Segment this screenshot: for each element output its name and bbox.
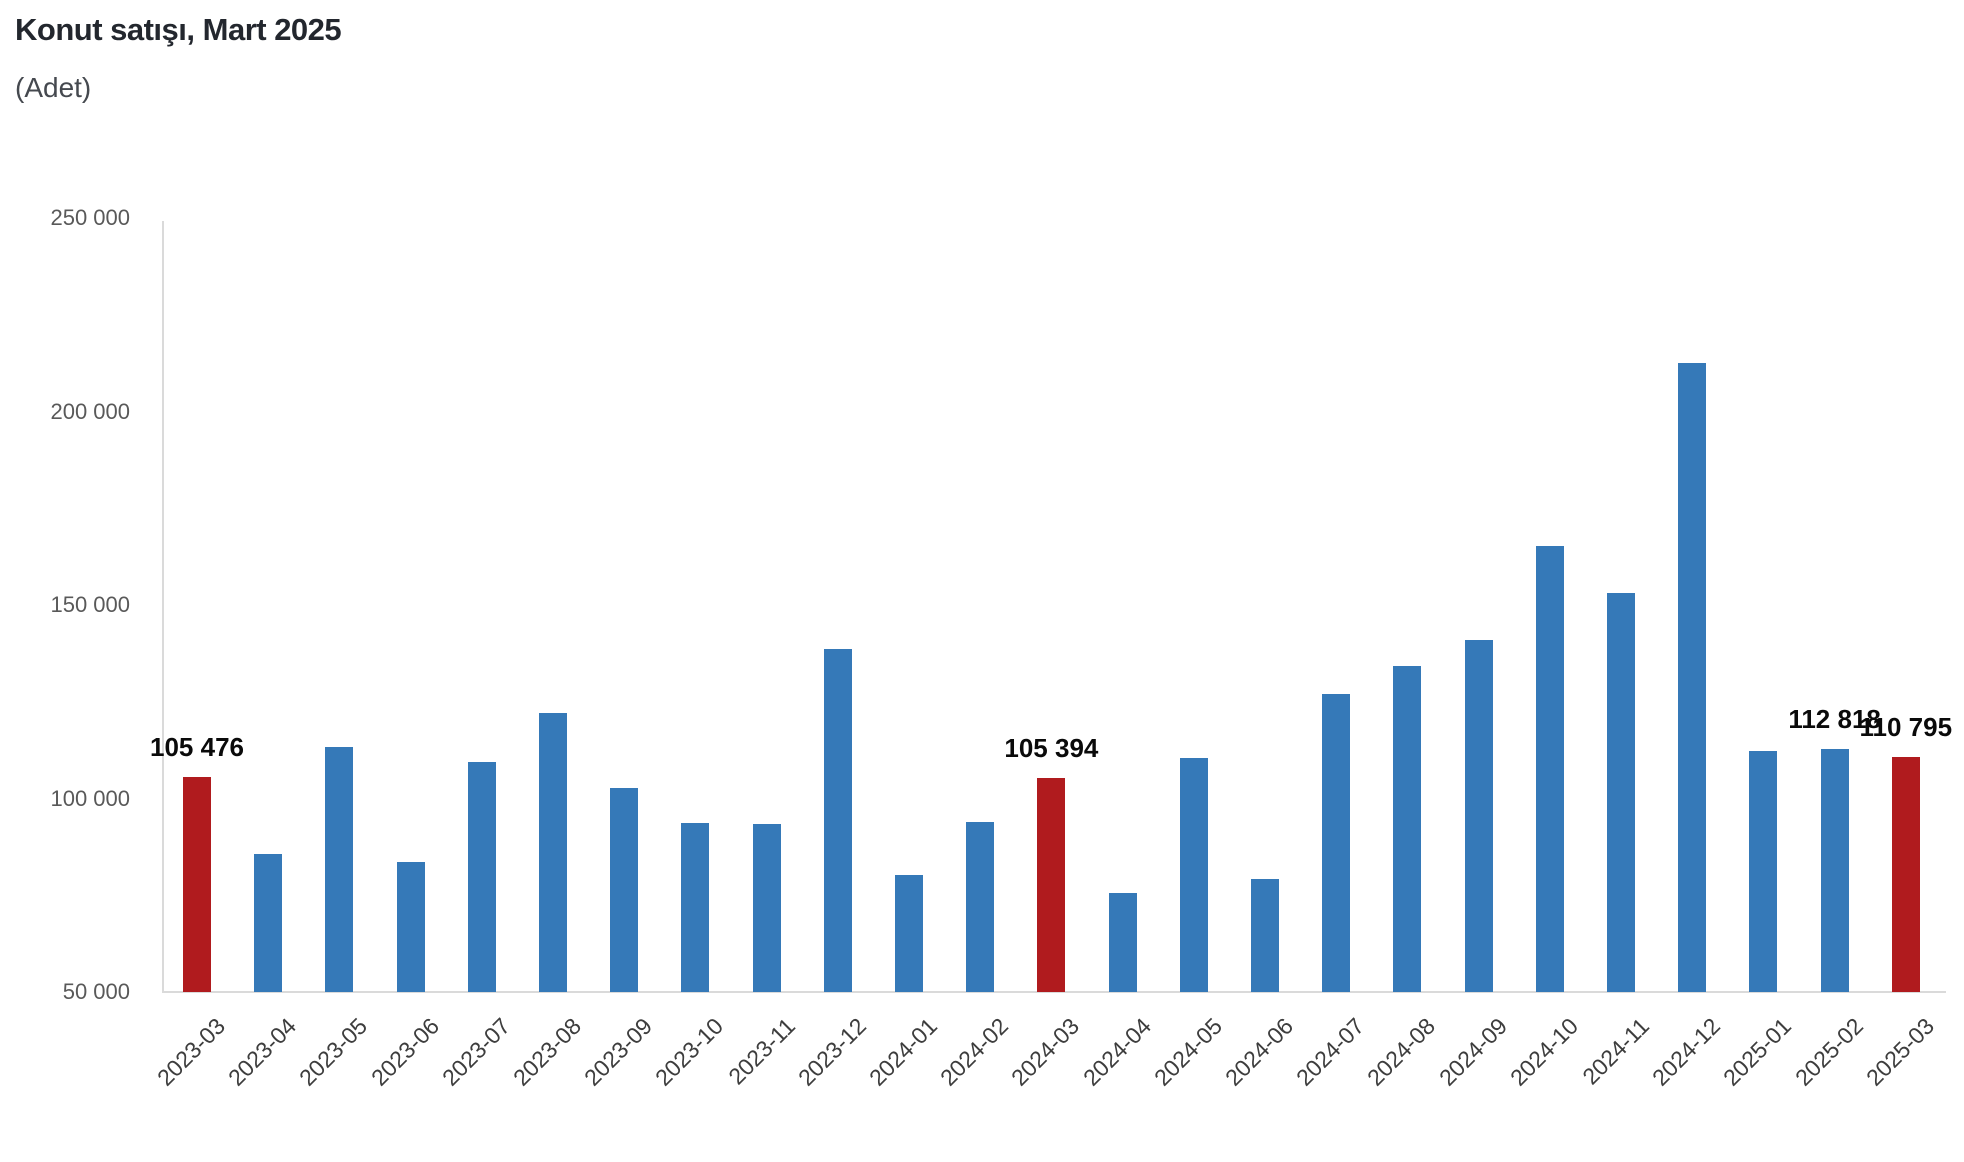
bar-2023-06 — [396, 861, 425, 992]
y-tick-label-50000: 50 000 — [62, 979, 130, 1004]
bar-2023-07 — [467, 761, 496, 992]
bar-2024-06 — [1251, 878, 1279, 992]
data-label-2024-03: 105 394 — [1004, 732, 1099, 763]
y-tick-label-250000: 250 000 — [50, 205, 130, 230]
bar-2024-10 — [1535, 546, 1564, 992]
y-tick-label-200000: 200 000 — [50, 398, 130, 424]
bar-2025-02 — [1820, 748, 1849, 992]
bar-2024-05 — [1179, 757, 1208, 992]
bar-2023-09 — [610, 788, 639, 992]
bar-2023-12 — [823, 649, 852, 992]
bar-2024-07 — [1322, 693, 1351, 992]
x-axis-line — [162, 991, 1946, 993]
y-axis-line — [162, 221, 164, 993]
y-tick-label-150000: 150 000 — [50, 592, 130, 617]
bar-2025-01 — [1749, 751, 1778, 992]
bar-2023-08 — [539, 713, 567, 992]
bar-2023-10 — [681, 822, 710, 992]
bar-2023-04 — [254, 854, 283, 992]
chart-title: Konut satışı, Mart 2025 — [15, 12, 342, 47]
bar-2024-01 — [895, 874, 923, 992]
bar-2024-08 — [1393, 666, 1422, 992]
data-label-2023-03: 105 476 — [150, 732, 244, 763]
bar-2023-05 — [325, 746, 354, 992]
bar-2025-03 — [1891, 756, 1920, 992]
bar-2024-11 — [1607, 593, 1635, 992]
bar-2024-12 — [1678, 362, 1707, 992]
y-tick-label-100000: 100 000 — [50, 785, 130, 811]
bar-2024-04 — [1108, 893, 1137, 992]
data-label-2025-02: 112 818 — [1788, 703, 1881, 734]
bar-2024-03 — [1037, 777, 1066, 992]
chart-subtitle: (Adet) — [15, 72, 92, 103]
bar-2023-03 — [183, 777, 211, 992]
bar-2024-02 — [966, 822, 995, 992]
bar-2024-09 — [1464, 640, 1493, 992]
bar-2023-11 — [752, 823, 781, 992]
data-label-2025-03: 110 795 — [1859, 711, 1953, 742]
